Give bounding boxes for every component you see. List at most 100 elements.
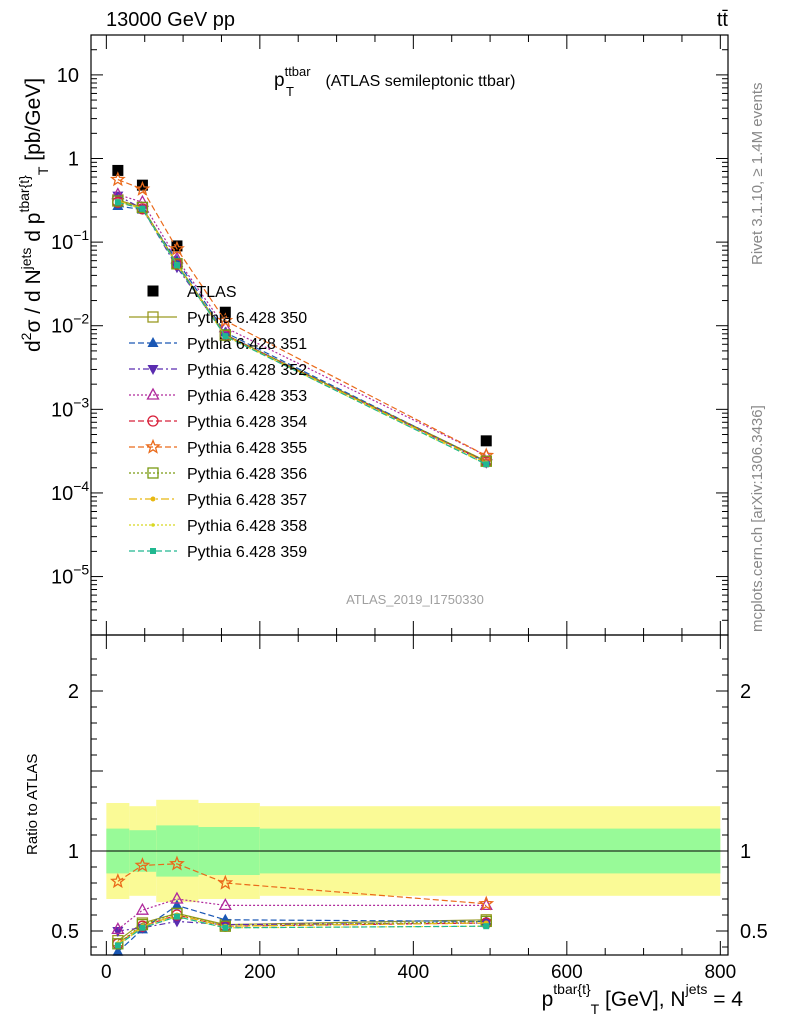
ratio-point-s359 [173, 913, 180, 920]
ratio-point-s351 [171, 899, 183, 910]
y-tick-label-main: 10−5 [51, 562, 89, 589]
watermark: ATLAS_2019_I1750330 [346, 592, 484, 607]
data-point-atlas [480, 435, 492, 447]
data-point-s359 [483, 461, 490, 468]
y-tick-label-main: 10−4 [51, 478, 89, 505]
ratio-point-s359 [139, 924, 146, 931]
ratio-line-s353 [117, 898, 487, 930]
legend-label: Pythia 6.428 350 [187, 310, 307, 327]
ratio-point-s359 [114, 942, 121, 949]
ratio-point-s355 [109, 873, 126, 889]
legend-item-s356: Pythia 6.428 356 [129, 466, 307, 483]
header-left: 13000 GeV pp [106, 9, 235, 31]
data-point-s355 [109, 171, 126, 187]
data-point-atlas [136, 179, 148, 191]
legend-marker [147, 415, 159, 427]
legend-label: Pythia 6.428 354 [187, 414, 307, 431]
ratio-point-s359 [483, 923, 490, 930]
ratio-y-tick-label: 1 [68, 841, 79, 863]
data-point-s355 [169, 240, 185, 256]
ratio-y-tick-label-right: 0.5 [740, 921, 768, 943]
data-point-s359 [222, 333, 229, 340]
data-point-s356 [171, 258, 183, 270]
series-line-s355 [117, 179, 487, 457]
legend-label: Pythia 6.428 351 [187, 336, 307, 353]
series-s355 [109, 171, 495, 463]
ratio-point-s359 [222, 924, 229, 931]
data-point-atlas [219, 306, 231, 318]
legend-item-atlas: ATLAS [147, 284, 237, 301]
ratio-point-s353 [135, 902, 150, 915]
ratio-panel-frame [90, 634, 729, 956]
plot-title-sub: T [286, 84, 294, 99]
x-tick-label: 200 [244, 962, 276, 983]
x-tick-label: 600 [551, 962, 583, 983]
legend-marker [150, 548, 156, 554]
legend-label: Pythia 6.428 355 [187, 440, 307, 457]
legend-label: Pythia 6.428 357 [187, 492, 307, 509]
plot-title-sup: ttbar [285, 64, 312, 79]
rivet-label: Rivet 3.1.10, ≥ 1.4M events [749, 83, 766, 266]
legend-marker [151, 523, 155, 527]
ratio-series-s358 [116, 914, 489, 948]
ratio-point-s351 [112, 945, 124, 956]
ratio-panel-series [109, 855, 495, 956]
series-s359 [114, 199, 490, 468]
legend: ATLAS Pythia 6.428 350 Pythia 6.428 351 Pyt… [129, 284, 307, 561]
legend-label: Pythia 6.428 352 [187, 362, 307, 379]
y-tick-label-main: 1 [68, 149, 79, 171]
ratio-series-s359 [114, 913, 490, 949]
y-tick-label-main: 10−1 [51, 227, 89, 254]
legend-marker [147, 311, 159, 323]
data-point-s353 [218, 320, 232, 333]
x-tick-label: 400 [397, 962, 429, 983]
legend-item-s354: Pythia 6.428 354 [129, 414, 307, 431]
ratio-y-tick-label: 0.5 [51, 921, 79, 943]
data-point-s355 [217, 312, 234, 328]
legend-marker [147, 337, 159, 347]
ratio-point-s353 [111, 922, 125, 935]
data-point-s356 [219, 329, 231, 341]
x-tick-label: 0 [101, 962, 112, 983]
legend-item-s350: Pythia 6.428 350 [129, 310, 307, 327]
data-point-s359 [173, 262, 180, 269]
plot-title-main: p [274, 70, 285, 91]
legend-label: Pythia 6.428 353 [187, 388, 307, 405]
legend-item-s357: Pythia 6.428 357 [129, 492, 307, 509]
ratio-point-s355 [169, 855, 185, 871]
axis-ticks [91, 34, 728, 955]
legend-marker [147, 365, 159, 375]
data-point-atlas [112, 164, 124, 176]
legend-marker [145, 438, 161, 454]
panel-frames [90, 34, 729, 956]
ratio-line-s355 [117, 863, 487, 905]
legend-item-s355: Pythia 6.428 355 [129, 438, 307, 457]
plot-title: pttbar T (ATLAS semileptonic ttbar) [274, 64, 515, 99]
y-axis-label-top: d2σ / d Njets d ptbar{t}T [pb/GeV] [16, 78, 51, 352]
legend-item-s352: Pythia 6.428 352 [129, 362, 307, 379]
ratio-point-s355 [217, 874, 234, 890]
ratio-point-s355 [134, 857, 151, 873]
header-right: tt̄ [717, 9, 729, 31]
ratio-point-s356 [112, 938, 124, 950]
legend-marker [147, 285, 159, 297]
legend-label: ATLAS [187, 284, 237, 301]
data-point-atlas [171, 240, 183, 252]
ratio-y-tick-label-right: 2 [740, 681, 751, 703]
mcplots-label: mcplots.cern.ch [arXiv:1306.3436] [749, 405, 766, 632]
ratio-point-s353 [218, 898, 232, 911]
ratio-point-s355 [478, 895, 495, 911]
y-axis-label-bottom: Ratio to ATLAS [24, 754, 41, 855]
ratio-point-s353 [170, 891, 184, 904]
legend-marker [146, 387, 160, 400]
legend-marker [147, 467, 159, 479]
plot-title-rest: (ATLAS semileptonic ttbar) [321, 73, 515, 90]
legend-label: Pythia 6.428 356 [187, 466, 307, 483]
legend-item-s353: Pythia 6.428 353 [129, 387, 307, 405]
ratio-series-s355 [109, 855, 495, 911]
data-point-s359 [114, 199, 121, 206]
data-point-s359 [139, 205, 146, 212]
ratio-y-tick-label: 2 [68, 681, 79, 703]
